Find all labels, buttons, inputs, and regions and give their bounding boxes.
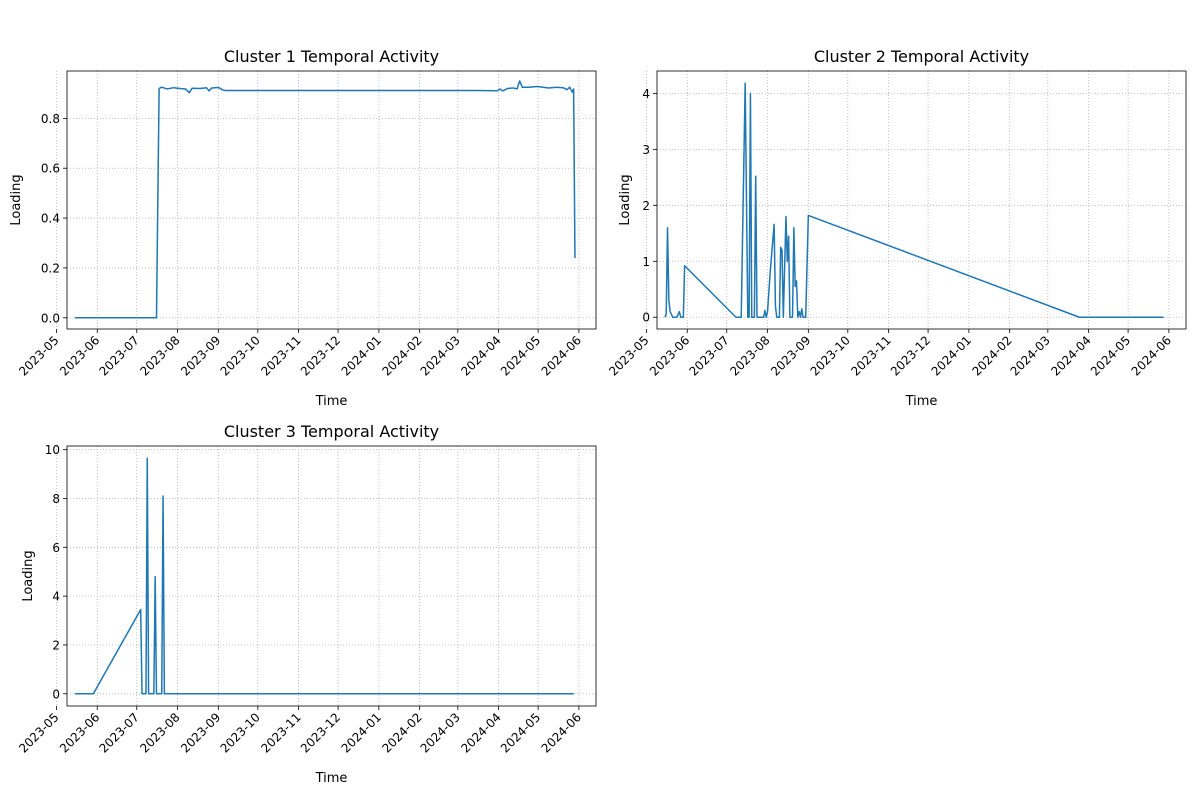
y-axis-label: Loading <box>9 174 24 225</box>
chart-3: 2023-052023-062023-072023-082023-092023-… <box>16 422 597 786</box>
x-tick-label: 2024-03 <box>1008 333 1053 378</box>
x-tick-label: 2024-06 <box>539 333 584 378</box>
x-tick-label: 2024-04 <box>458 710 503 755</box>
x-axis-label: Time <box>315 771 348 786</box>
x-tick-label: 2024-02 <box>969 333 1014 378</box>
x-tick-label: 2023-09 <box>178 333 223 378</box>
series-line-1 <box>74 457 574 695</box>
x-tick-label: 2024-04 <box>1048 333 1093 378</box>
x-tick-label: 2023-05 <box>16 333 61 378</box>
x-tick-label: 2023-11 <box>258 333 303 378</box>
y-tick-label: 2 <box>52 638 60 652</box>
x-tick-label: 2023-09 <box>768 333 813 378</box>
x-tick-label: 2023-09 <box>178 710 223 755</box>
x-tick-label: 2023-08 <box>137 333 182 378</box>
x-tick-label: 2023-12 <box>298 710 343 755</box>
y-tick-label: 2 <box>642 199 650 213</box>
axes-frame <box>66 445 597 707</box>
chart-title: Cluster 3 Temporal Activity <box>224 422 439 441</box>
x-tick-label: 2024-04 <box>458 333 503 378</box>
y-tick-label: 0.4 <box>41 212 60 226</box>
chart-title: Cluster 2 Temporal Activity <box>814 47 1029 66</box>
y-tick-label: 6 <box>52 541 60 555</box>
x-tick-label: 2024-01 <box>339 710 384 755</box>
x-tick-label: 2023-12 <box>298 333 343 378</box>
x-tick-label: 2024-06 <box>539 710 584 755</box>
series-line-1 <box>74 80 576 319</box>
axes-frame <box>66 70 597 330</box>
x-tick-label: 2024-03 <box>418 333 463 378</box>
x-tick-label: 2024-01 <box>339 333 384 378</box>
y-tick-label: 0.2 <box>41 261 60 275</box>
x-tick-label: 2023-07 <box>97 333 142 378</box>
x-tick-label: 2023-12 <box>888 333 933 378</box>
x-tick-label: 2024-03 <box>418 710 463 755</box>
chart-title: Cluster 1 Temporal Activity <box>224 47 439 66</box>
x-tick-label: 2023-07 <box>97 710 142 755</box>
series-line-1 <box>664 82 1164 318</box>
x-tick-label: 2024-05 <box>498 333 543 378</box>
x-axis-label: Time <box>315 394 348 409</box>
x-tick-label: 2023-11 <box>258 710 303 755</box>
y-tick-label: 4 <box>642 87 650 101</box>
y-tick-label: 8 <box>52 492 60 506</box>
x-tick-label: 2023-05 <box>16 710 61 755</box>
x-tick-label: 2023-10 <box>218 333 263 378</box>
y-tick-label: 0.8 <box>41 112 60 126</box>
charts-container: 2023-052023-062023-072023-082023-092023-… <box>9 47 1187 786</box>
y-tick-label: 10 <box>45 443 60 457</box>
x-tick-label: 2024-05 <box>498 710 543 755</box>
x-tick-label: 2024-02 <box>379 710 424 755</box>
x-tick-label: 2023-06 <box>647 333 692 378</box>
chart-2: 2023-052023-062023-072023-082023-092023-… <box>606 47 1187 409</box>
x-tick-label: 2023-06 <box>57 710 102 755</box>
y-tick-label: 3 <box>642 143 650 157</box>
y-tick-label: 0.0 <box>41 311 60 325</box>
x-tick-label: 2023-11 <box>848 333 893 378</box>
axes-frame <box>656 70 1187 330</box>
x-tick-label: 2023-05 <box>606 333 651 378</box>
y-axis-label: Loading <box>21 550 36 601</box>
x-tick-label: 2023-07 <box>687 333 732 378</box>
y-tick-label: 0.6 <box>41 162 60 176</box>
y-tick-label: 0 <box>642 311 650 325</box>
x-tick-label: 2023-08 <box>727 333 772 378</box>
chart-1: 2023-052023-062023-072023-082023-092023-… <box>9 47 597 409</box>
y-tick-label: 4 <box>52 590 60 604</box>
x-tick-label: 2023-08 <box>137 710 182 755</box>
x-tick-label: 2024-06 <box>1129 333 1174 378</box>
x-tick-label: 2023-06 <box>57 333 102 378</box>
x-tick-label: 2024-01 <box>929 333 974 378</box>
x-axis-label: Time <box>905 394 938 409</box>
x-tick-label: 2023-10 <box>808 333 853 378</box>
y-tick-label: 0 <box>52 687 60 701</box>
x-tick-label: 2024-05 <box>1088 333 1133 378</box>
y-axis-label: Loading <box>618 174 633 225</box>
x-tick-label: 2024-02 <box>379 333 424 378</box>
y-tick-label: 1 <box>642 255 650 269</box>
x-tick-label: 2023-10 <box>218 710 263 755</box>
